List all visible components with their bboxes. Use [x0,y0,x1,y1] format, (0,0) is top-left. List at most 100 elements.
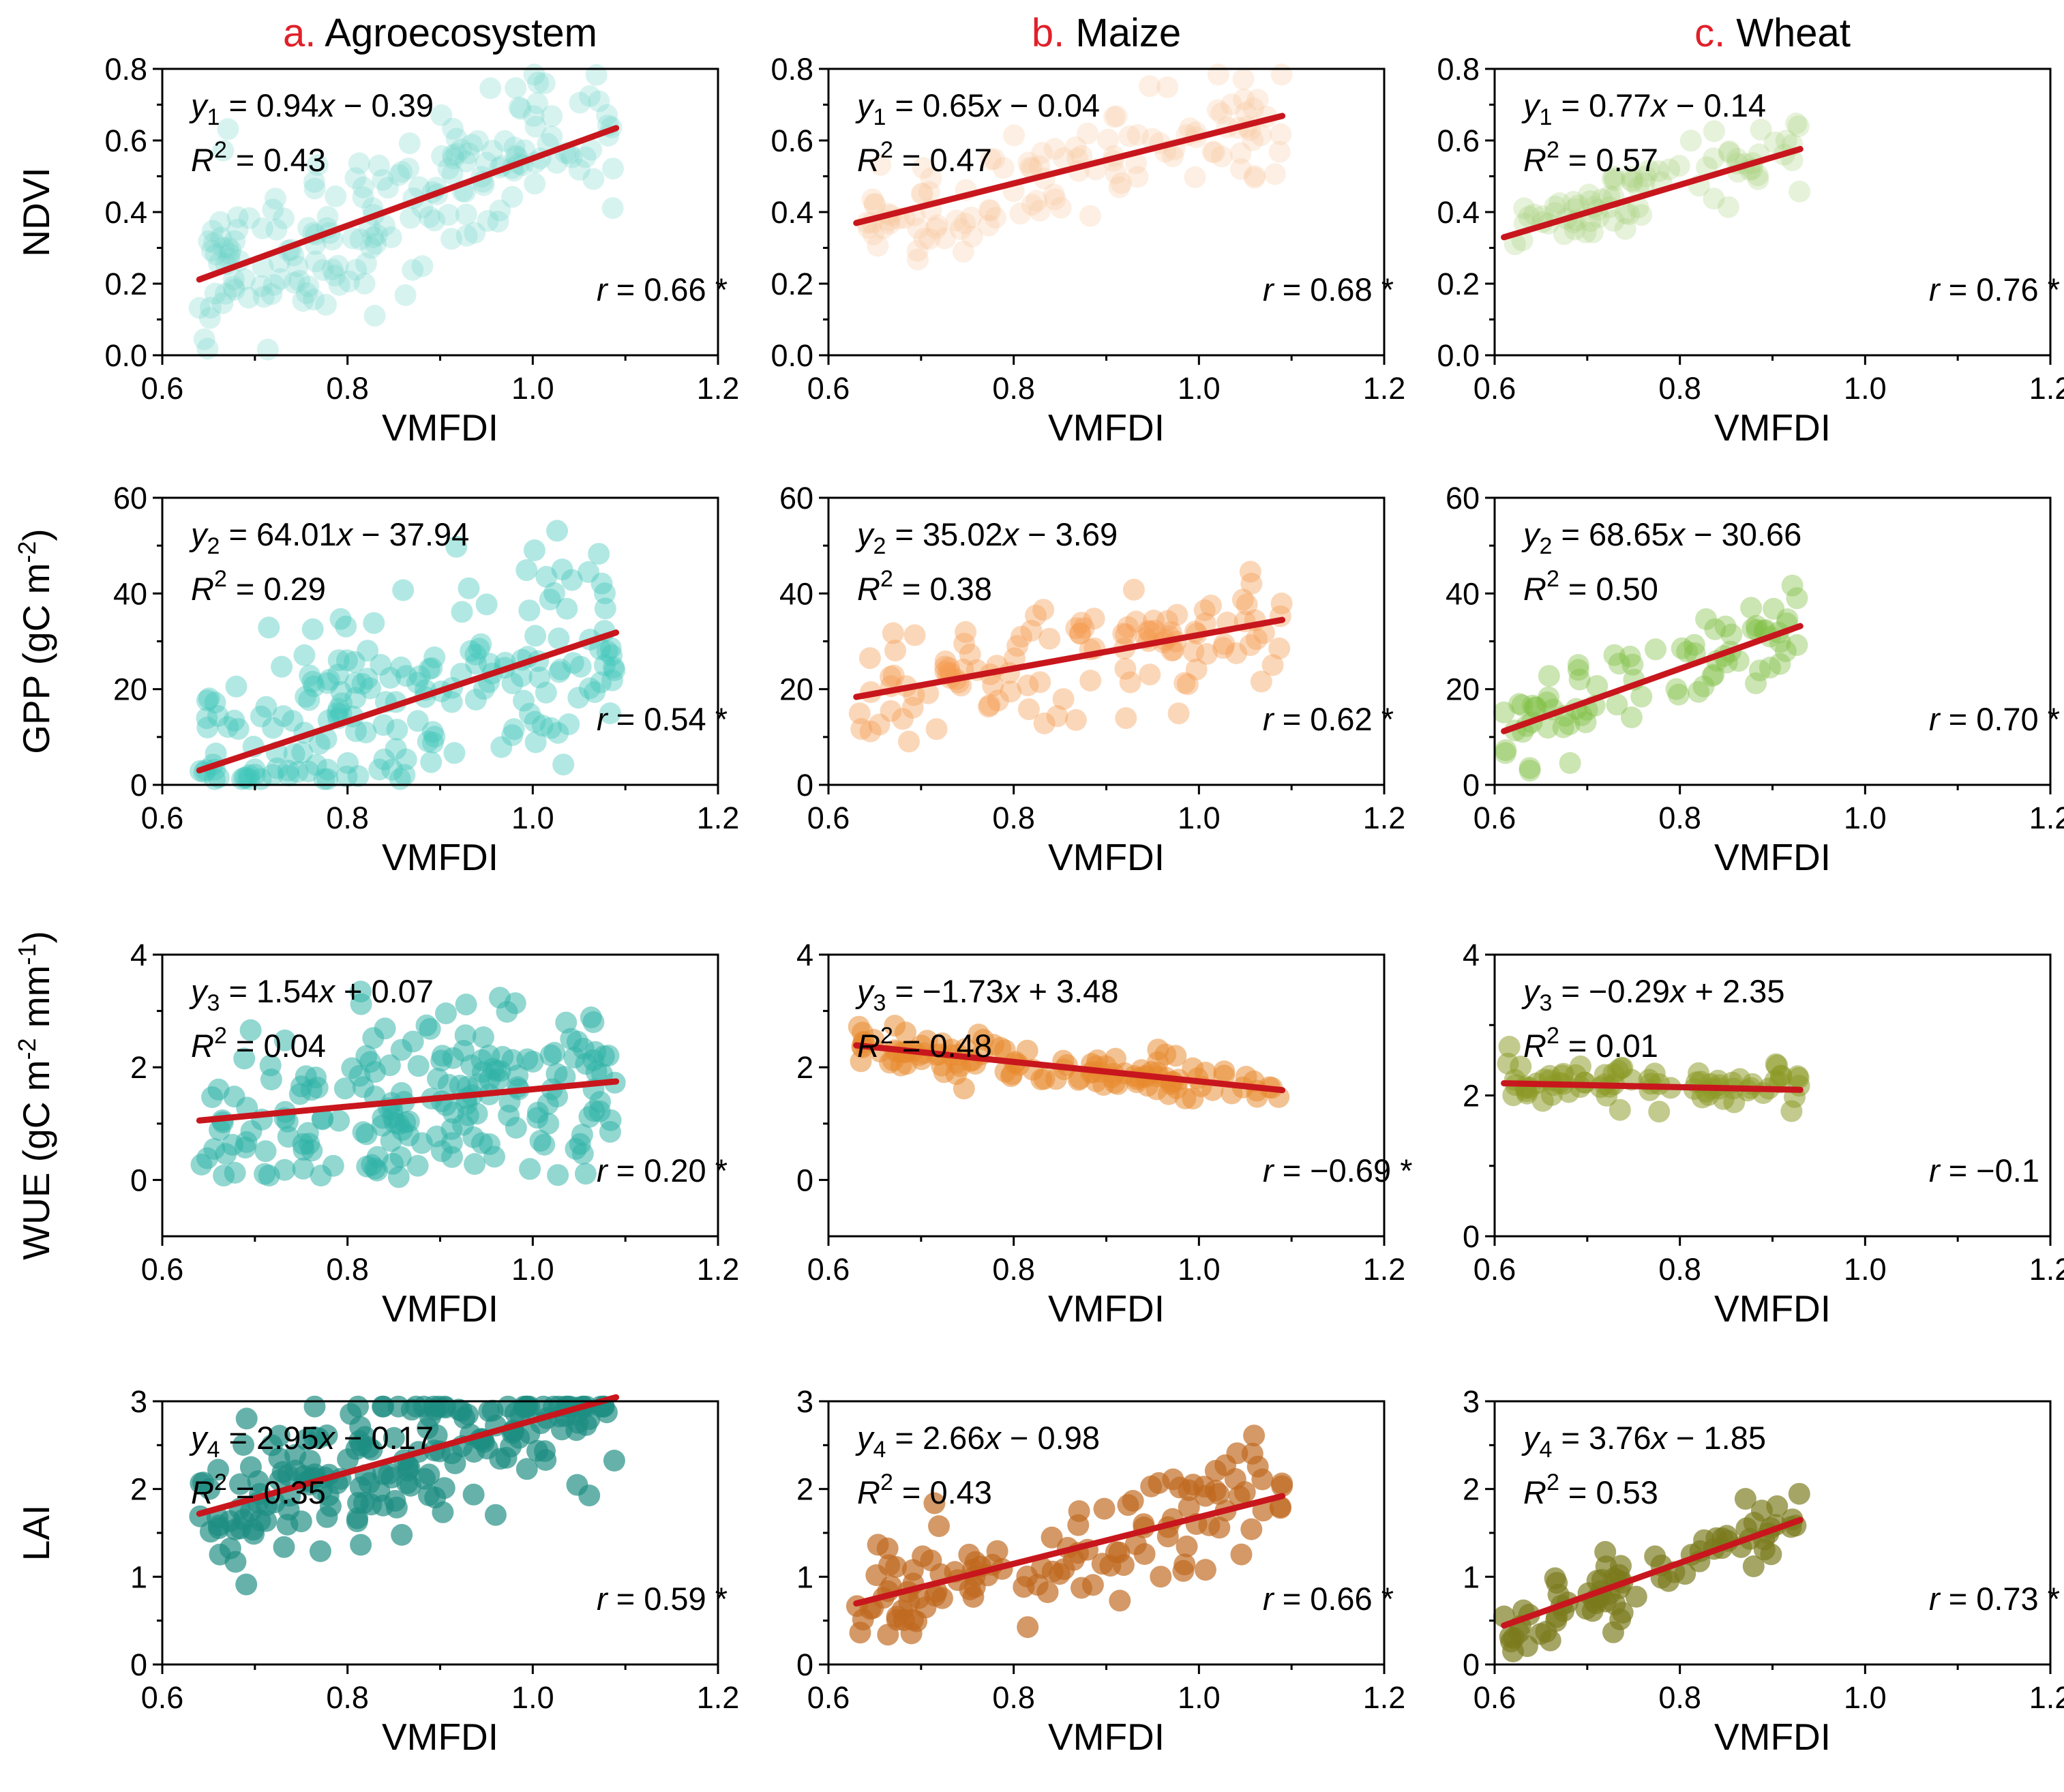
data-point [222,275,245,298]
data-point [1115,707,1137,730]
data-point [1139,663,1161,686]
data-point [1658,1570,1680,1592]
column-title-wheat: c. Wheat [1694,11,1851,55]
data-point [1177,673,1199,696]
data-point [898,730,920,753]
data-point [508,1427,530,1449]
data-point [214,282,237,305]
x-tick-label: 0.8 [992,1680,1035,1715]
x-tick-label: 0.6 [1474,801,1516,835]
data-point [1038,627,1061,650]
data-point [1703,120,1725,143]
y-tick-label: 60 [1446,481,1480,516]
data-point [1109,1589,1131,1612]
y-tick-label: 4 [130,938,147,972]
data-point [209,1543,231,1566]
data-point [1746,164,1769,187]
data-point [283,743,305,765]
y-tick-label: 1 [1463,1559,1480,1594]
correlation-label: r = 0.54 * [597,701,728,737]
data-point [336,649,358,672]
regression-line [196,629,620,774]
data-point [1769,653,1791,675]
data-point [880,700,902,722]
data-point [503,718,525,741]
data-point [535,1449,557,1471]
data-point [351,672,374,695]
data-point [952,241,974,263]
data-point [1194,612,1216,635]
r-squared-label: R2 = 0.43 [191,137,326,178]
data-point [1253,622,1275,644]
data-point [1495,739,1517,762]
data-point [481,1399,504,1422]
panel-wheat-lai: 0 1 2 3 0.6 0.8 1.0 1.2 VMFDI y4 = 3.76x − 1.85 R2… [1463,1384,2064,1758]
data-point [1263,163,1286,185]
data-point [308,1427,330,1449]
x-tick-label: 0.8 [326,371,369,406]
data-point [440,228,463,250]
x-tick-label: 0.8 [326,1252,369,1287]
data-point [1244,165,1266,188]
data-point [1194,1559,1216,1581]
data-point [454,1024,477,1047]
data-point [212,139,235,162]
data-point [1156,76,1179,98]
data-point [366,224,388,246]
data-point [501,672,524,695]
regression-equation: y1 = 0.94x − 0.39 [189,87,434,130]
data-point [363,612,385,634]
data-point [1535,1621,1557,1643]
data-point [1067,1514,1090,1536]
data-point [593,654,616,676]
panel-agroecosystem-gpp: 0 20 40 60 0.6 0.8 1.0 1.2 VMFDI y2 = 64.01x − 37… [113,481,739,878]
data-point [1789,180,1811,203]
data-point [1203,141,1225,164]
column-title-agroecosystem: a. Agroecosystem [283,11,597,55]
data-point [442,1047,464,1069]
data-point [580,138,603,161]
data-point [1741,618,1764,640]
data-point [594,582,616,605]
data-point [461,134,483,156]
data-point [505,77,527,100]
data-point [217,236,239,258]
panel-agroecosystem-wue: 0 2 4 0.6 0.8 1.0 1.2 VMFDI y3 = 1.54x + 0.07 R2 … [130,938,739,1330]
data-point [311,1108,333,1131]
data-point [468,638,490,660]
data-point [848,702,871,725]
x-tick-label: 0.6 [1474,371,1516,406]
data-point [368,154,390,177]
data-point [601,669,623,691]
data-point [1064,708,1087,731]
data-point [1200,595,1222,616]
data-point [1071,145,1093,167]
data-point [913,228,936,250]
data-point [1603,644,1626,666]
data-point [1676,640,1699,663]
data-point [1625,1585,1647,1608]
y-tick-label: 20 [113,672,147,707]
data-point [588,543,610,565]
column-titles: a. Agroecosystem b. Maize c. Wheat [283,11,1851,55]
x-axis: 0.6 0.8 1.0 1.2 [141,1236,739,1287]
data-point [884,640,906,661]
data-point [256,338,279,361]
regression-equation: y2 = 68.65x − 30.66 [1521,516,1801,559]
data-point [518,599,541,622]
data-point [344,167,367,190]
y-tick-label: 0.8 [1437,52,1480,87]
data-point [260,1069,282,1090]
regression-equation: y2 = 35.02x − 3.69 [855,516,1118,559]
x-tick-label: 1.0 [1178,801,1221,835]
data-point [1232,68,1255,91]
data-point [1494,742,1516,764]
data-point [529,1130,552,1152]
data-point [1221,93,1243,115]
data-point [518,1395,541,1418]
data-point [589,638,611,660]
data-point [1604,169,1626,192]
data-point [392,579,415,601]
data-point [417,1417,439,1439]
data-point [569,655,592,678]
